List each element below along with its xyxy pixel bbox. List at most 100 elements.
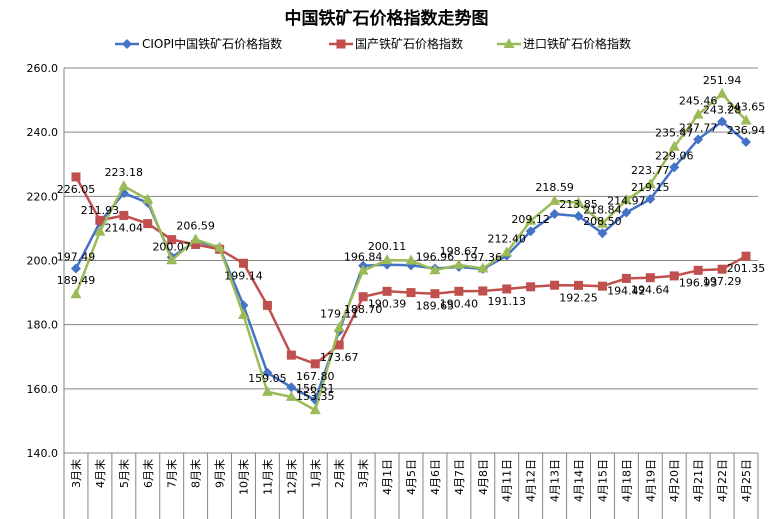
data-point xyxy=(214,241,226,252)
data-point xyxy=(405,254,417,265)
x-tick-label: 4月22日 xyxy=(716,459,729,502)
data-label: 229.06 xyxy=(655,149,694,162)
data-point xyxy=(478,286,488,296)
data-point xyxy=(573,196,585,207)
data-label: 237.77 xyxy=(679,121,718,134)
x-tick-label: 12月末 xyxy=(284,459,298,495)
data-label: 209.12 xyxy=(511,213,550,226)
x-tick-label: 4月末 xyxy=(93,459,107,488)
data-point xyxy=(334,340,344,350)
data-point xyxy=(309,404,321,415)
data-point xyxy=(741,136,752,147)
x-tick-label: 4月14日 xyxy=(573,459,586,502)
data-point xyxy=(574,280,584,290)
y-tick-label: 180.0 xyxy=(27,319,59,332)
y-tick-label: 200.0 xyxy=(27,255,59,268)
data-label: 212.40 xyxy=(487,232,526,245)
data-label: 206.59 xyxy=(176,219,215,232)
data-label: 190.40 xyxy=(440,297,479,310)
data-point xyxy=(550,280,560,290)
data-label: 213.85 xyxy=(559,198,598,211)
data-point xyxy=(261,385,273,396)
legend-marker xyxy=(122,39,132,49)
x-tick-label: 2月末 xyxy=(332,459,346,488)
data-label: 167.80 xyxy=(296,370,335,383)
x-tick-label: 4月7日 xyxy=(453,459,466,495)
data-point xyxy=(692,108,704,119)
x-tick-label: 4月5日 xyxy=(405,459,418,495)
x-tick-label: 4月25日 xyxy=(740,459,753,502)
data-point xyxy=(453,258,465,269)
data-point xyxy=(620,194,632,205)
y-tick-label: 140.0 xyxy=(27,447,59,460)
data-label: 200.11 xyxy=(368,240,407,253)
data-point xyxy=(262,367,273,378)
data-label: 194.64 xyxy=(631,284,670,297)
data-label: 208.50 xyxy=(583,215,622,228)
data-point xyxy=(501,246,513,257)
data-label: 196.84 xyxy=(344,251,383,264)
data-point xyxy=(693,134,704,145)
data-point xyxy=(333,321,345,332)
data-point xyxy=(621,207,632,218)
legend-label: CIOPI中国铁矿石价格指数 xyxy=(142,36,282,51)
data-point xyxy=(143,219,153,229)
data-point xyxy=(597,281,607,291)
data-point xyxy=(740,114,752,125)
data-label: 189.49 xyxy=(57,274,96,287)
data-point xyxy=(741,251,751,261)
data-point xyxy=(357,264,369,275)
data-point xyxy=(693,265,703,275)
data-point xyxy=(70,288,82,299)
data-point xyxy=(621,273,631,283)
data-label: 236.94 xyxy=(727,124,766,137)
x-tick-label: 4月13日 xyxy=(549,459,562,502)
legend-layer: CIOPI中国铁矿石价格指数 国产铁矿石价格指数 进口铁矿石价格指数 xyxy=(115,36,631,51)
data-label: 200.07 xyxy=(152,240,191,253)
data-point xyxy=(166,254,178,265)
legend-marker xyxy=(336,39,346,49)
data-point xyxy=(645,194,656,205)
data-label: 197.36 xyxy=(464,251,503,264)
legend-label: 国产铁矿石价格指数 xyxy=(355,36,463,51)
data-point xyxy=(454,286,464,296)
data-label: 196.93 xyxy=(679,276,718,289)
data-label: 219.15 xyxy=(631,181,670,194)
data-point xyxy=(95,215,105,225)
data-label: 191.13 xyxy=(487,295,526,308)
data-label: 198.67 xyxy=(440,245,479,258)
data-point xyxy=(142,193,154,204)
data-point xyxy=(382,286,392,296)
data-label: 245.46 xyxy=(679,95,718,108)
data-point xyxy=(596,217,608,228)
data-point xyxy=(502,284,512,294)
data-label: 214.97 xyxy=(607,194,646,207)
data-label: 196.96 xyxy=(416,250,455,263)
data-point xyxy=(549,208,560,219)
data-label: 211.93 xyxy=(81,204,120,217)
data-point xyxy=(118,180,130,191)
x-tick-label: 4月21日 xyxy=(692,459,705,502)
data-label: 173.67 xyxy=(320,351,359,364)
data-point xyxy=(262,300,272,310)
x-tick-label: 4月12日 xyxy=(525,459,538,502)
data-label: 192.25 xyxy=(559,291,598,304)
data-point xyxy=(237,309,249,320)
x-tick-label: 9月末 xyxy=(213,459,227,488)
data-label: 194.42 xyxy=(607,284,646,297)
data-label: 214.04 xyxy=(105,221,144,234)
x-tick-label: 4月6日 xyxy=(429,459,442,495)
data-point xyxy=(167,235,177,245)
data-point xyxy=(477,262,489,273)
x-tick-label: 11月末 xyxy=(260,459,274,495)
data-label: 189.65 xyxy=(416,300,455,313)
data-point xyxy=(430,289,440,299)
data-label: 235.47 xyxy=(655,127,694,140)
label-layer: 197.49 211.93 156.51 197.36 209.12 213.85 208.… xyxy=(57,74,766,403)
data-point xyxy=(668,140,680,151)
data-point xyxy=(119,210,129,220)
legend-marker xyxy=(503,38,515,48)
data-label: 251.94 xyxy=(703,74,742,87)
